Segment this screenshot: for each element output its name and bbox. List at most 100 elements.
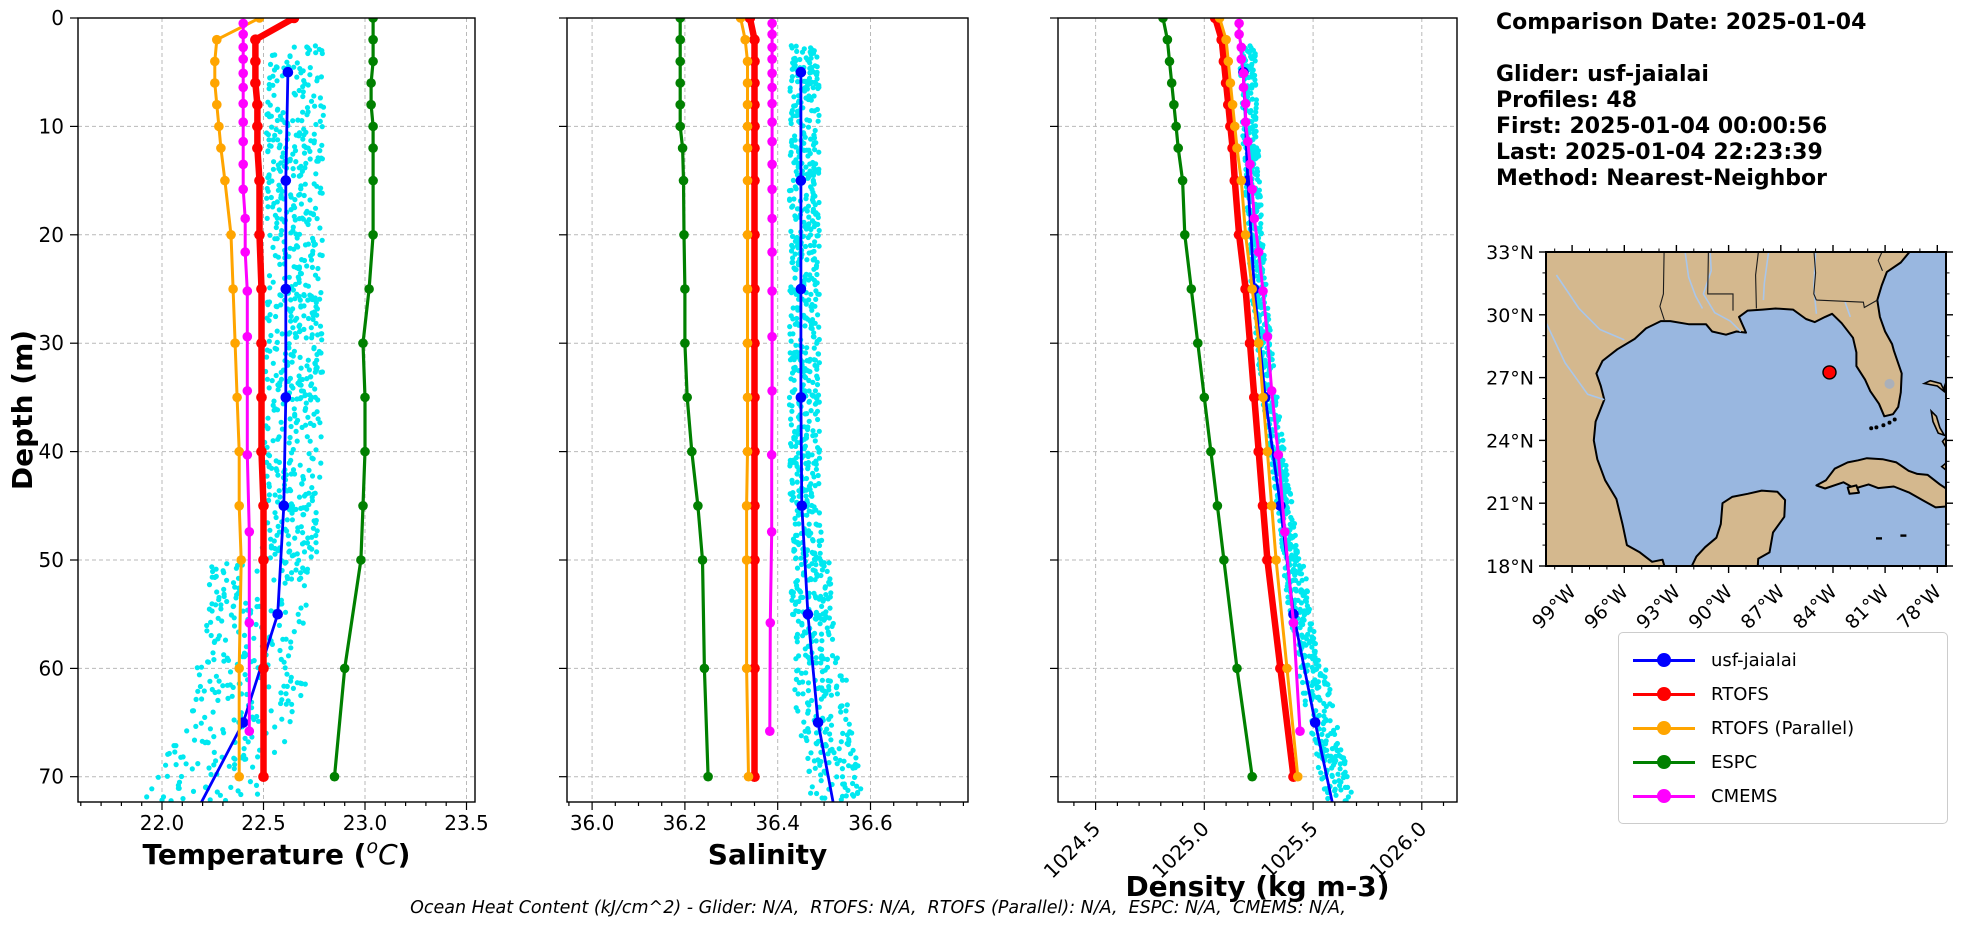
svg-text:22.0: 22.0 [140, 811, 185, 835]
salinity-profile-x-ticks [559, 17, 965, 810]
temperature-profile-frame [77, 17, 476, 803]
salinity-profile-series-usf-jaialai [795, 66, 835, 802]
ohc-annotation: Ocean Heat Content (kJ/cm^2) - Glider: N… [410, 898, 1346, 918]
map-river [1702, 252, 1742, 333]
legend-label: CMEMS [1711, 785, 1778, 807]
legend-item-rtofs-parallel: RTOFS (Parallel) [1633, 711, 1933, 745]
density-profile-series-rtofs-parallel- [1214, 18, 1303, 782]
density-profile-data-layer [1158, 18, 1354, 802]
temperature-profile-data-layer [144, 18, 378, 802]
svg-text:30: 30 [39, 331, 64, 355]
info-panel: Comparison Date: 2025-01-04 Glider: usf-… [1496, 10, 1976, 192]
svg-text:36.0: 36.0 [570, 811, 615, 835]
last-profile-time: Last: 2025-01-04 22:23:39 [1496, 140, 1823, 165]
map-island [1940, 462, 1946, 472]
svg-text:70: 70 [39, 765, 64, 789]
svg-text:90°W: 90°W [1684, 581, 1737, 634]
svg-text:22.5: 22.5 [241, 811, 286, 835]
info-spacer [1496, 36, 1976, 62]
method: Method: Nearest-Neighbor [1496, 166, 1827, 191]
temperature-profile-series-espc [329, 18, 378, 782]
svg-text:50: 50 [39, 548, 64, 572]
svg-text:18°N: 18°N [1486, 556, 1534, 578]
map-river [1546, 320, 1605, 401]
svg-text:20: 20 [39, 223, 64, 247]
glider-name: Glider: usf-jaialai [1496, 62, 1709, 87]
svg-text:24°N: 24°N [1486, 430, 1534, 452]
svg-text:36.4: 36.4 [755, 811, 800, 835]
svg-text:36.2: 36.2 [663, 811, 708, 835]
svg-text:81°W: 81°W [1841, 581, 1894, 634]
legend-label: ESPC [1711, 751, 1758, 773]
map-state-border [1813, 252, 1817, 301]
map-river [1555, 274, 1625, 341]
temperature-profile-series-rtofs [250, 18, 300, 782]
map-river [1844, 301, 1852, 318]
svg-text:40: 40 [39, 440, 64, 464]
depth-axis-label: Depth (m) [6, 330, 39, 490]
map-ticks [1539, 245, 1953, 573]
svg-text:23.5: 23.5 [444, 811, 489, 835]
legend-item-rtofs: RTOFS [1633, 677, 1933, 711]
glider-position-marker [1822, 365, 1837, 380]
density-profile-xlabel: Density (kg m-3) [1125, 870, 1389, 903]
svg-text:99°W: 99°W [1528, 581, 1581, 634]
salinity-profile-gridlines [567, 17, 968, 802]
map-landmass [1815, 457, 1946, 509]
svg-text:1024.5: 1024.5 [1039, 817, 1105, 883]
svg-text:96°W: 96°W [1580, 581, 1633, 634]
salinity-profile-series-rtofs [744, 18, 760, 782]
map-state-border [1877, 252, 1884, 272]
temperature-profile: 22.0 22.5 23.0 23.5 0 10 20 30 40 50 60 70 Temperatu… [39, 6, 489, 871]
map-florida-keys [1881, 423, 1886, 428]
svg-text:30°N: 30°N [1486, 305, 1534, 327]
salinity-profile-glider-scatter [786, 43, 864, 802]
temperature-profile-x-tick-labels: 22.0 22.5 23.0 23.5 [140, 811, 489, 835]
map-state-border [1755, 252, 1759, 309]
temperature-profile-xlabel: Temperature (oC) [143, 836, 411, 871]
map-river [1684, 252, 1704, 309]
salinity-profile-series-cmems [765, 18, 777, 736]
legend-line-marker-icon [1633, 652, 1695, 668]
map-cay [1900, 534, 1907, 537]
legend-item-usf-jaialai: usf-jaialai [1633, 643, 1933, 677]
depth-tick-labels: 0 10 20 30 40 50 60 70 [39, 6, 64, 789]
svg-text:27°N: 27°N [1486, 368, 1534, 390]
map-landmass [1846, 484, 1860, 495]
salinity-profile-series-rtofs-parallel- [735, 18, 754, 782]
map-island [1929, 408, 1946, 437]
temperature-profile-glider-scatter [144, 43, 327, 802]
comparison-date: Comparison Date: 2025-01-04 [1496, 10, 1867, 35]
density-profile-x-ticks [1050, 17, 1445, 810]
svg-text:33°N: 33°N [1486, 242, 1534, 264]
first-profile-time: First: 2025-01-04 00:00:56 [1496, 114, 1828, 139]
density-profile-frame [1057, 17, 1458, 803]
legend-label: RTOFS [1711, 683, 1769, 705]
map-landmass [1690, 489, 1787, 566]
salinity-profile-series-espc [675, 18, 713, 782]
density-profile-series-cmems [1234, 18, 1305, 736]
map-state-border [1707, 252, 1734, 311]
map-state-border [1659, 252, 1665, 321]
map-cay [1876, 537, 1882, 540]
legend-line-marker-icon [1633, 686, 1695, 702]
map-florida-keys [1887, 420, 1892, 425]
map-state-border [1816, 299, 1878, 309]
temperature-profile-series-cmems [238, 18, 255, 736]
svg-text:10: 10 [39, 114, 64, 138]
legend-line-marker-icon [1633, 720, 1695, 736]
map-island [1921, 379, 1946, 393]
temperature-profile-series-rtofs-parallel- [210, 18, 265, 782]
map-florida-keys [1869, 426, 1874, 431]
legend-line-marker-icon [1633, 754, 1695, 770]
legend-item-cmems: CMEMS [1633, 779, 1933, 813]
legend-label: RTOFS (Parallel) [1711, 717, 1855, 739]
temperature-profile-x-ticks [70, 17, 468, 810]
salinity-profile-x-tick-labels: 36.0 36.2 36.4 36.6 [570, 811, 893, 835]
legend: usf-jaialai RTOFS RTOFS (Parallel) ESPC … [1618, 632, 1948, 824]
svg-text:60: 60 [39, 656, 64, 680]
map-florida-keys [1874, 425, 1879, 430]
